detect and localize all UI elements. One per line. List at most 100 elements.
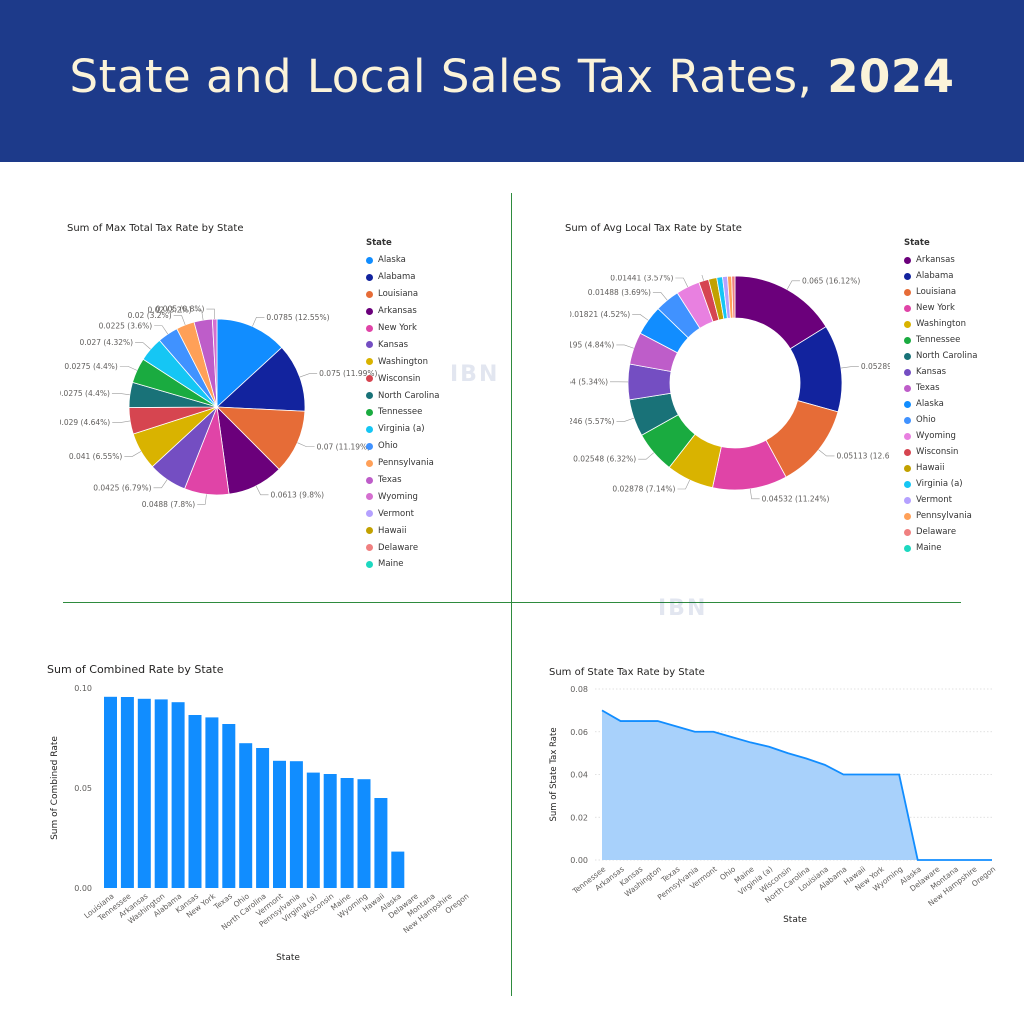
leader-line (173, 315, 186, 326)
legend-item[interactable]: Arkansas (366, 303, 439, 320)
legend-item[interactable]: Alabama (366, 269, 439, 286)
legend-swatch (366, 392, 373, 400)
legend-item[interactable]: Wisconsin (904, 444, 977, 460)
legend-item[interactable]: Tennessee (366, 404, 439, 421)
bar-maine[interactable] (340, 778, 354, 888)
leader-line (112, 420, 131, 423)
series-line[interactable] (601, 709, 992, 861)
legend-item[interactable]: Kansas (904, 364, 977, 380)
bar-vermont[interactable] (273, 760, 286, 888)
leader-line (252, 316, 265, 327)
slice-louisiana[interactable] (215, 406, 306, 470)
legend-item[interactable]: Virginia (a) (904, 476, 977, 492)
leader-line (652, 292, 668, 301)
data-label: 0.02878 (7.14%) (612, 485, 675, 494)
y-tick-label: 0.04 (570, 771, 588, 780)
slice-alabama[interactable] (216, 346, 306, 412)
legend-item[interactable]: Washington (904, 316, 977, 332)
slice-wyoming[interactable] (211, 318, 218, 408)
legend-swatch (904, 288, 911, 296)
legend-swatch (904, 352, 911, 360)
bar-tennessee[interactable] (120, 697, 134, 888)
legend-item[interactable]: New York (366, 320, 439, 337)
bar-virginia-a-[interactable] (306, 772, 320, 888)
legend-item[interactable]: Delaware (904, 524, 977, 540)
leader-line (299, 373, 318, 378)
legend-swatch (366, 358, 373, 366)
legend-item[interactable]: Hawaii (366, 522, 439, 539)
legend-item[interactable]: Texas (366, 472, 439, 489)
bar-hawaii[interactable] (374, 798, 388, 888)
legend-item[interactable]: Virginia (a) (366, 421, 439, 438)
legend-swatch (366, 459, 373, 467)
legend-item[interactable]: Arkansas (904, 252, 977, 268)
leader-line (840, 366, 859, 369)
legend-item[interactable]: Texas (904, 380, 977, 396)
leader-line (135, 342, 151, 350)
legend-item[interactable]: Tennessee (904, 332, 977, 348)
bar-ohio[interactable] (239, 743, 253, 888)
data-label: 0.02 (3.2%) (128, 311, 172, 320)
y-tick-label: 0.05 (74, 784, 92, 793)
bar-wisconsin[interactable] (323, 774, 337, 888)
legend-item[interactable]: Delaware (366, 539, 439, 556)
legend-item[interactable]: Wisconsin (366, 370, 439, 387)
legend-item[interactable]: Maine (366, 556, 439, 573)
legend-item[interactable]: Alaska (904, 396, 977, 412)
legend-item[interactable]: Wyoming (366, 488, 439, 505)
leader-line (197, 494, 207, 505)
legend-item[interactable]: Hawaii (904, 460, 977, 476)
legend-item[interactable]: Vermont (366, 505, 439, 522)
legend-item[interactable]: Louisiana (366, 286, 439, 303)
legend-item[interactable]: Pennsylvania (366, 455, 439, 472)
legend-swatch (366, 476, 373, 484)
legend-label: Alabama (378, 272, 416, 283)
legend-item[interactable]: Louisiana (904, 284, 977, 300)
area-chart-title: Sum of State Tax Rate by State (549, 667, 705, 678)
legend-item[interactable]: New York (904, 300, 977, 316)
bar-washington[interactable] (154, 699, 168, 888)
bar-texas[interactable] (222, 724, 236, 888)
legend-item[interactable]: Vermont (904, 492, 977, 508)
bar-pennsylvania[interactable] (289, 761, 303, 888)
legend-label: New York (378, 323, 417, 333)
watermark-logo: IBN (658, 596, 708, 621)
legend-item[interactable]: Wyoming (904, 428, 977, 444)
data-label: 0.07 (11.19%) (317, 442, 371, 451)
legend-item[interactable]: Alabama (904, 268, 977, 284)
legend-swatch (904, 432, 911, 440)
bar-alabama[interactable] (171, 702, 185, 888)
legend-swatch (904, 256, 911, 264)
slice-alaska[interactable] (216, 318, 283, 408)
legend-label: North Carolina (916, 351, 978, 361)
legend-label: Louisiana (378, 289, 419, 300)
data-label: 0.0275 (4.4%) (64, 362, 118, 371)
legend-swatch (904, 512, 911, 520)
legend-item[interactable]: Maine (904, 540, 977, 556)
data-label: 0.027 (4.32%) (80, 338, 134, 347)
legend-label: Arkansas (916, 255, 955, 265)
legend-item[interactable]: North Carolina (366, 387, 439, 404)
legend-item[interactable]: Alaska (366, 252, 439, 269)
leader-line (616, 417, 635, 422)
legend-item[interactable]: Ohio (366, 438, 439, 455)
bar-new-york[interactable] (205, 717, 219, 888)
y-tick-label: 0.00 (74, 884, 92, 893)
bar-alaska[interactable] (391, 851, 405, 888)
bar-louisiana[interactable] (104, 696, 117, 888)
legend-label: Vermont (378, 508, 414, 519)
leader-line (255, 485, 269, 496)
bar-arkansas[interactable] (137, 698, 151, 888)
slice-delaware[interactable] (731, 275, 736, 319)
legend-label: Alaska (378, 255, 406, 266)
legend-item[interactable]: Pennsylvania (904, 508, 977, 524)
bar-kansas[interactable] (188, 715, 202, 888)
legend-item[interactable]: Ohio (904, 412, 977, 428)
bar-wyoming[interactable] (357, 779, 371, 888)
bar-north-carolina[interactable] (256, 748, 270, 888)
legend-item[interactable]: Washington (366, 353, 439, 370)
donut-chart: 0.065 (16.12%) 0.05289 (13.12%) 0.05113 (1… (570, 275, 890, 503)
legend-item[interactable]: Kansas (366, 336, 439, 353)
legend-item[interactable]: North Carolina (904, 348, 977, 364)
legend-swatch (904, 320, 911, 328)
